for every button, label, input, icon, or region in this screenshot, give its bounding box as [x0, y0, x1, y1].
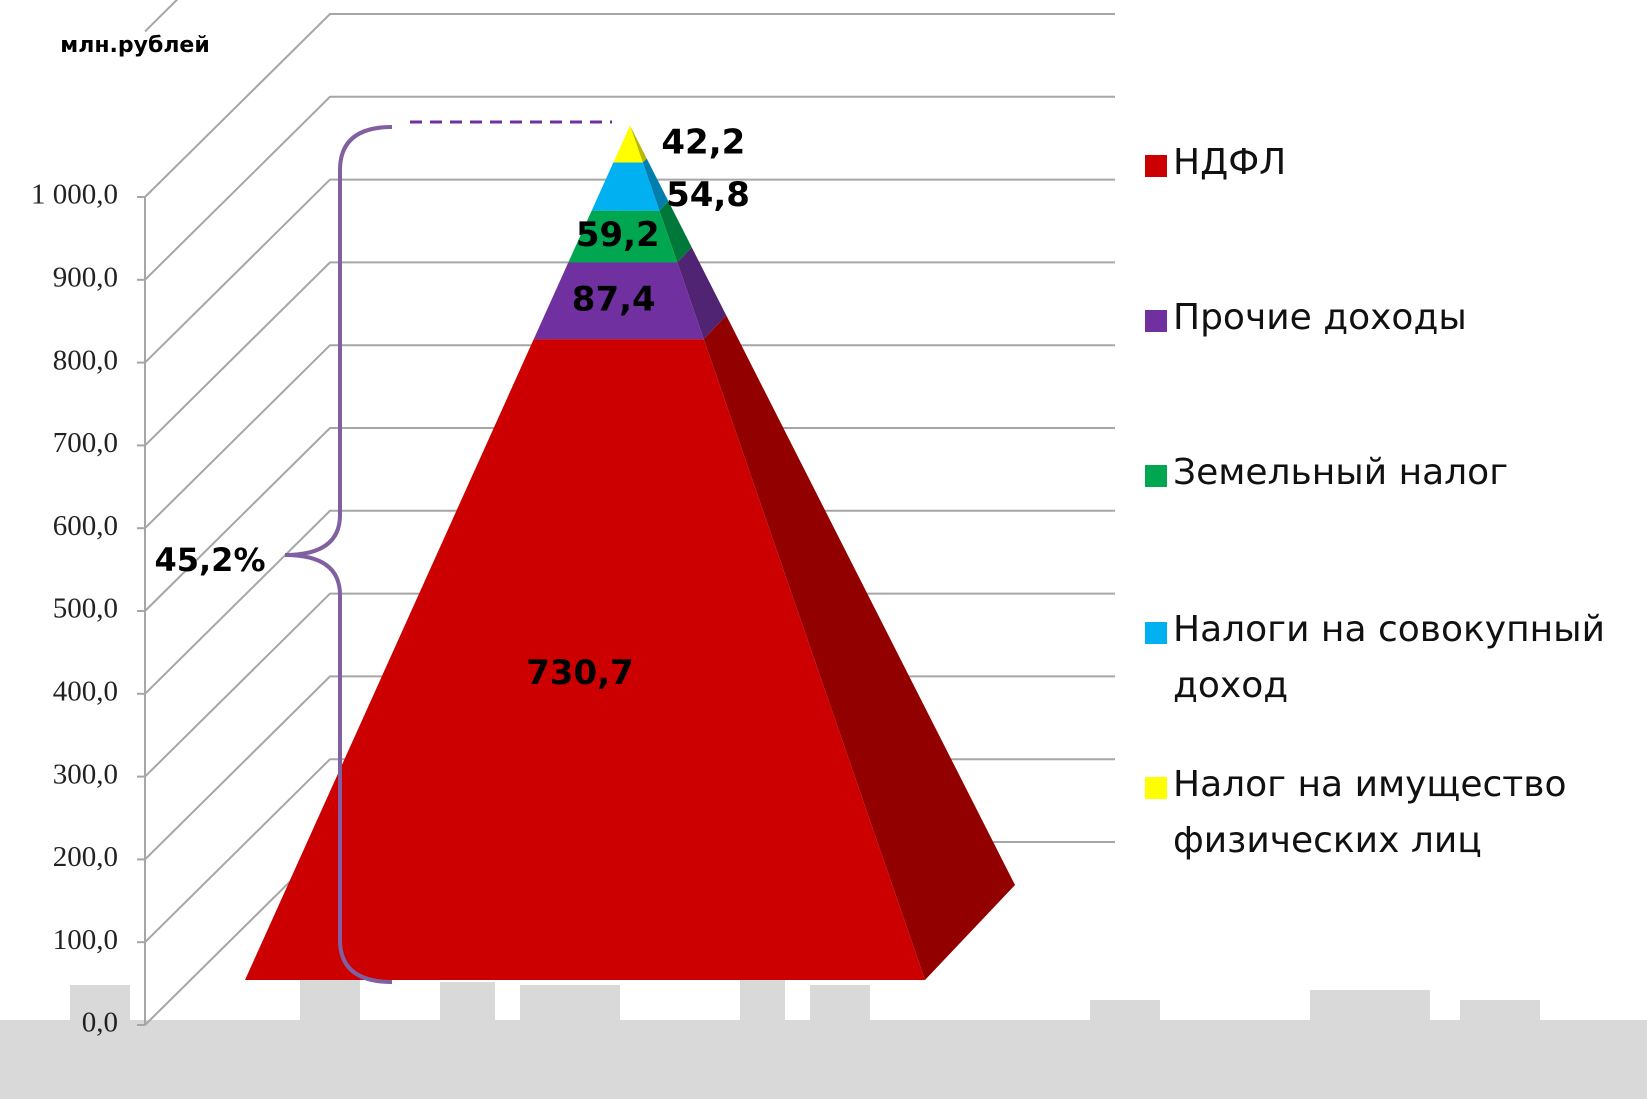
y-tick-label: 200,0: [53, 841, 118, 873]
legend-entry: Налог на имущество физических лиц: [1145, 757, 1647, 869]
legend-label: Налоги на совокупный доход: [1173, 609, 1605, 706]
y-tick-label: 900,0: [53, 261, 118, 293]
legend-entry: Земельный налог: [1145, 445, 1647, 501]
page: {"chart_data": {"type": "pyramid", "unit…: [0, 0, 1647, 1099]
pyramid: 730,7 87,4 59,254,8 42,2: [245, 123, 1015, 980]
legend-entry: НДФЛ: [1145, 135, 1647, 191]
y-tick-label: 800,0: [53, 344, 118, 376]
y-tick-label: 600,0: [53, 510, 118, 542]
legend-label: НДФЛ: [1173, 142, 1286, 183]
legend-label: Налог на имущество физических лиц: [1173, 764, 1567, 861]
y-tick-label: 100,0: [53, 924, 118, 956]
value-label: 730,7: [526, 653, 634, 693]
legend-swatch: [1145, 310, 1167, 332]
unit-label: млн.рублей: [60, 33, 210, 58]
skyline: [0, 978, 1647, 1099]
legend-entry: Прочие доходы: [1145, 290, 1647, 346]
legend-swatch: [1145, 777, 1167, 799]
legend-swatch: [1145, 622, 1167, 644]
value-label: 87,4: [572, 279, 656, 319]
value-label: 59,2: [576, 215, 660, 255]
legend-label: Прочие доходы: [1173, 297, 1467, 338]
y-tick-label: 700,0: [53, 427, 118, 459]
legend-entry: Налоги на совокупный доход: [1145, 602, 1647, 714]
legend-swatch: [1145, 155, 1167, 177]
legend-swatch: [1145, 465, 1167, 487]
annotation: 45,2%: [154, 541, 265, 579]
y-tick-label: 1 000,0: [31, 179, 118, 211]
value-label: 54,8: [666, 175, 750, 215]
grid-line: [145, 0, 1115, 31]
y-tick-label: 300,0: [53, 758, 118, 790]
y-tick-label: 400,0: [53, 675, 118, 707]
legend-label: Земельный налог: [1173, 452, 1508, 493]
y-tick-label: 0,0: [82, 1007, 118, 1039]
value-label: 42,2: [661, 123, 745, 163]
y-tick-label: 500,0: [53, 593, 118, 625]
